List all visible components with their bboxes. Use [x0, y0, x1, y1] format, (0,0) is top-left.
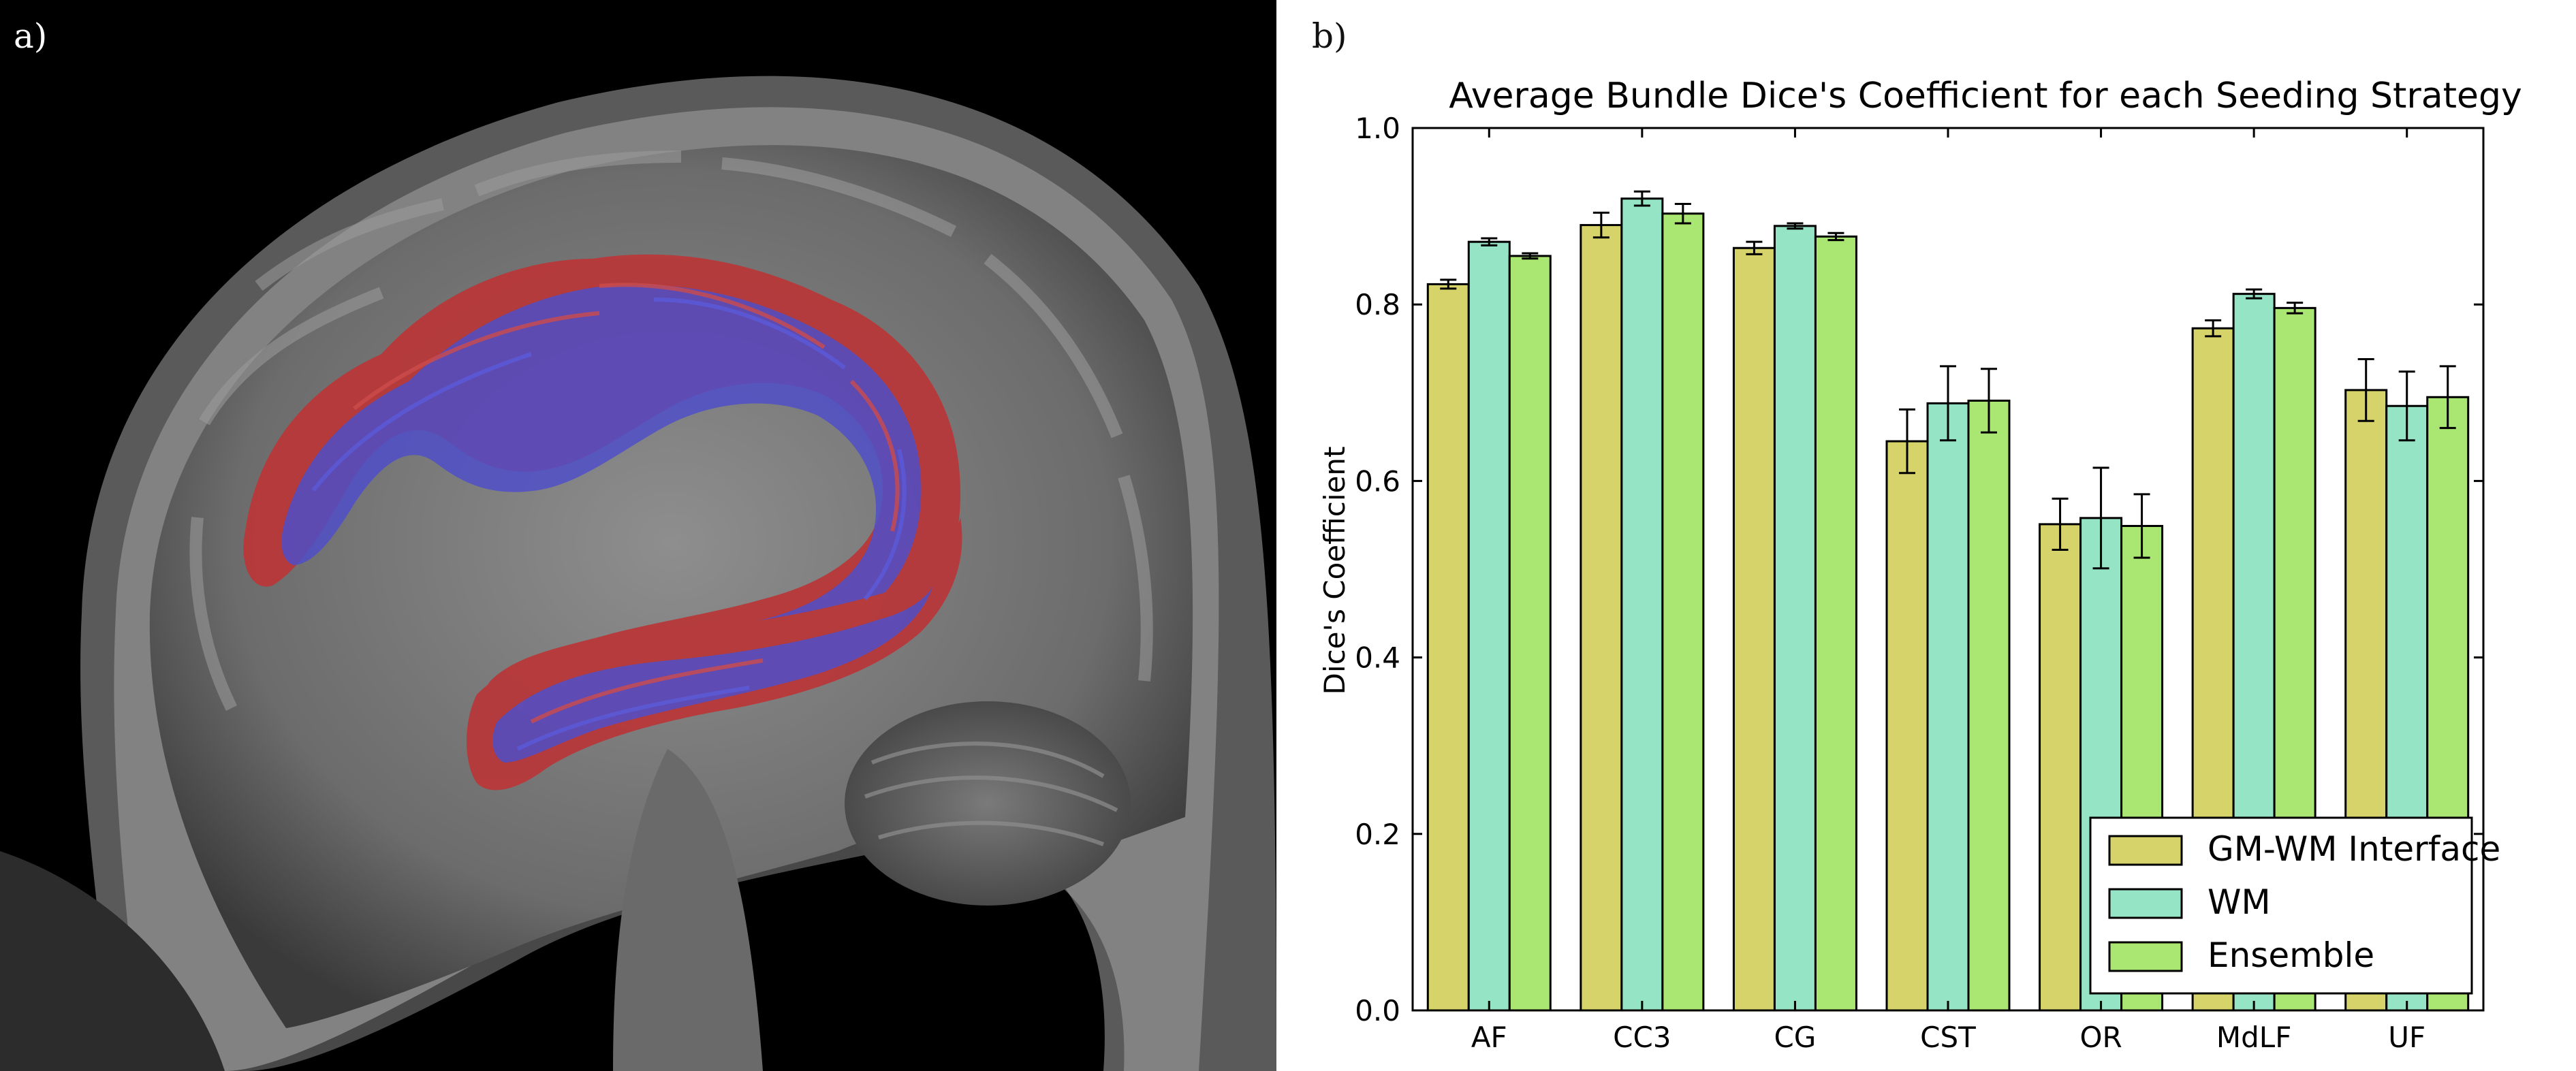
- error-bar-cg-2: [1827, 231, 1844, 242]
- chart-title: Average Bundle Dice's Coefficient for ea…: [1449, 76, 2522, 116]
- bar-af-ensemble: [1508, 255, 1552, 1012]
- x-tick-label-af: AF: [1471, 1021, 1507, 1054]
- x-tick-label-cc3: CC3: [1613, 1021, 1671, 1054]
- y-tick-label: 0.0: [1355, 994, 1400, 1027]
- bar-cg-gm-wm-interface: [1732, 246, 1776, 1012]
- error-bar-cst-1: [1940, 365, 1956, 442]
- bar-cst-ensemble: [1967, 399, 2011, 1012]
- error-bar-uf-2: [2439, 365, 2456, 430]
- panel-b-label: b): [1312, 16, 1347, 56]
- error-bar-mdlf-2: [2287, 302, 2304, 315]
- bar-cc3-gm-wm-interface: [1580, 224, 1623, 1012]
- bar-cst-gm-wm-interface: [1885, 440, 1929, 1012]
- legend-swatch-ensemble: [2108, 941, 2183, 972]
- error-bar-af-0: [1440, 278, 1457, 290]
- x-tick-label-or: OR: [2079, 1021, 2122, 1054]
- error-bar-cst-0: [1899, 408, 1915, 475]
- bar-af-wm: [1467, 240, 1511, 1012]
- bar-cst-wm: [1926, 402, 1970, 1012]
- error-bar-or-0: [2052, 497, 2069, 551]
- y-tick-label: 1.0: [1355, 112, 1400, 145]
- y-tick-label: 0.6: [1355, 464, 1400, 498]
- legend-swatch-gm-wm: [2108, 835, 2183, 866]
- legend-label-gm-wm: GM-WM Interface: [2208, 829, 2500, 869]
- legend: GM-WM Interface WM Ensemble: [2089, 816, 2500, 995]
- error-bar-cst-2: [1981, 368, 1997, 434]
- error-bar-uf-0: [2357, 358, 2374, 422]
- legend-swatch-wm: [2108, 888, 2183, 919]
- y-axis-label: Dice's Coefficient: [1318, 447, 1351, 695]
- error-bars-layer: [1440, 190, 2456, 570]
- bar-chart: Average Bundle Dice's Coefficient for ea…: [1318, 76, 2522, 1054]
- error-bar-cg-1: [1787, 222, 1804, 230]
- error-bar-uf-1: [2398, 370, 2415, 442]
- error-bar-cg-0: [1746, 240, 1763, 255]
- x-tick-label-uf: UF: [2388, 1021, 2425, 1054]
- legend-label-wm: WM: [2208, 882, 2271, 922]
- bar-cc3-ensemble: [1661, 212, 1705, 1012]
- error-bar-or-1: [2092, 466, 2109, 570]
- x-tick-label-cst: CST: [1920, 1021, 1976, 1054]
- bar-cg-wm: [1773, 225, 1817, 1012]
- y-tick-label: 0.8: [1355, 288, 1400, 321]
- error-bar-cc3-2: [1674, 202, 1691, 225]
- legend-label-ensemble: Ensemble: [2208, 936, 2374, 975]
- y-tick-label: 0.4: [1355, 641, 1400, 675]
- y-tick-label: 0.2: [1355, 818, 1400, 851]
- error-bar-af-1: [1481, 237, 1498, 246]
- x-tick-label-mdlf: MdLF: [2216, 1021, 2291, 1054]
- error-bar-cc3-0: [1592, 211, 1609, 239]
- panel-a-label: a): [14, 16, 48, 56]
- brain-mri-image: [0, 0, 1276, 1071]
- error-bar-mdlf-0: [2205, 319, 2222, 338]
- plot-frame: [1411, 127, 2485, 1012]
- bar-cg-ensemble: [1814, 235, 1857, 1012]
- error-bar-af-2: [1522, 252, 1539, 260]
- x-tick-label-cg: CG: [1774, 1021, 1816, 1054]
- bar-af-gm-wm-interface: [1426, 283, 1470, 1012]
- error-bar-cc3-1: [1633, 190, 1650, 207]
- bar-or-gm-wm-interface: [2039, 523, 2082, 1012]
- error-bar-or-2: [2133, 493, 2150, 559]
- bar-cc3-wm: [1620, 197, 1664, 1012]
- ticks-layer: AF CC3 CG CST OR MdLF UF 0.0 0.2 0.4 0.6 0.8 1.0: [1355, 112, 2483, 1054]
- error-bar-mdlf-1: [2246, 288, 2263, 300]
